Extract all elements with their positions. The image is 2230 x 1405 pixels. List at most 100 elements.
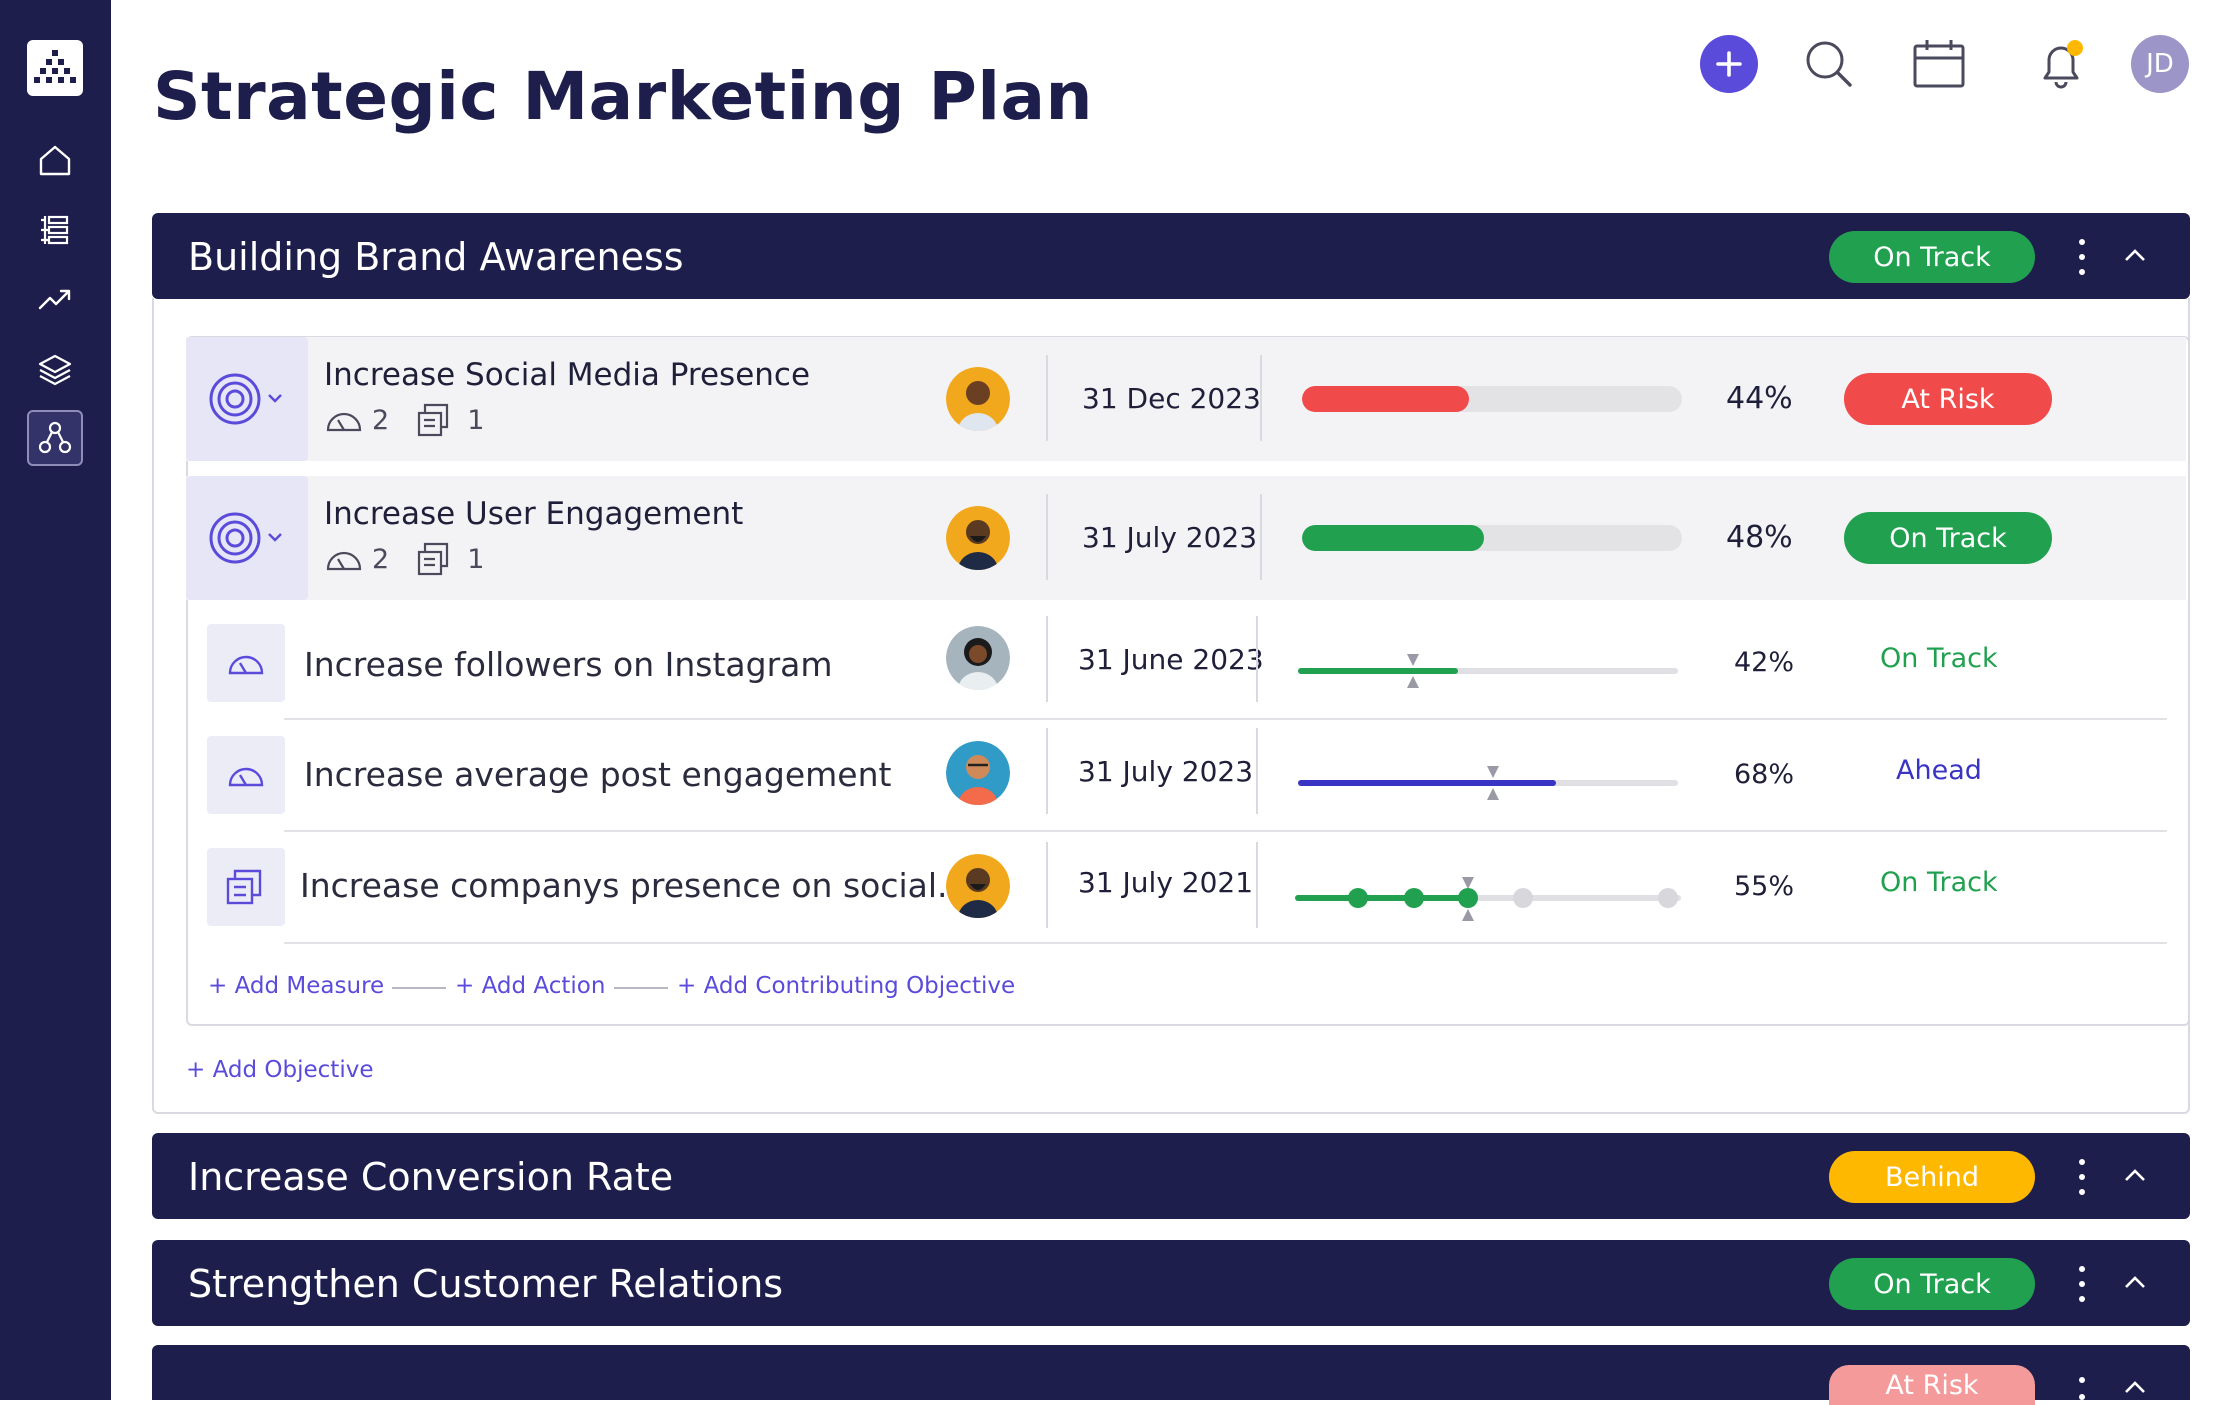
nav-list[interactable] (27, 202, 83, 258)
more-options-button[interactable] (2072, 1371, 2092, 1405)
divider (1256, 728, 1258, 814)
milestone-dot[interactable] (1658, 888, 1678, 908)
section-title: Strengthen Customer Relations (188, 1262, 784, 1306)
status-badge: On Track (1829, 231, 2035, 283)
status-label: On Track (1880, 643, 1998, 674)
hierarchy-icon (38, 421, 72, 454)
person-avatar-icon (946, 854, 1010, 918)
section-collapsed[interactable]: At Risk (152, 1345, 2190, 1405)
add-action-link[interactable]: + Add Action (455, 973, 606, 999)
avatar (946, 854, 1010, 918)
section-title: Increase Conversion Rate (188, 1155, 674, 1199)
avatar (946, 626, 1010, 690)
add-contributing-objective-link[interactable]: + Add Contributing Objective (677, 973, 1016, 999)
add-button[interactable] (1700, 35, 1758, 93)
milestone-dot[interactable] (1404, 888, 1424, 908)
chevron-up-icon[interactable] (2120, 241, 2150, 271)
add-measure-link[interactable]: + Add Measure (208, 973, 385, 999)
more-options-button[interactable] (2072, 1155, 2092, 1199)
progress-bar (1302, 386, 1682, 412)
divider (1046, 494, 1048, 580)
status-badge: On Track (1844, 512, 2052, 564)
user-avatar[interactable]: JD (2131, 35, 2189, 93)
target-icon (209, 373, 282, 425)
action-count: 1 (467, 543, 485, 575)
status-label: Ahead (1896, 755, 1982, 786)
notifications-button[interactable] (2032, 35, 2090, 93)
plus-icon (1716, 51, 1742, 77)
milestone-dot[interactable] (1513, 888, 1533, 908)
progress-percent: 55% (1734, 871, 1795, 902)
gauge-icon (326, 551, 362, 571)
section-strengthen-customer-relations[interactable]: Strengthen Customer Relations On Track (152, 1240, 2190, 1326)
status-badge: Behind (1829, 1151, 2035, 1203)
chevron-up-icon[interactable] (2120, 1161, 2150, 1191)
search-icon (1806, 41, 1852, 87)
nav-layers[interactable] (27, 342, 83, 398)
row-divider (284, 942, 2167, 944)
kebab-dot-icon (2079, 1188, 2085, 1195)
nav-analytics[interactable] (27, 272, 83, 328)
chevron-up-icon[interactable] (2120, 1373, 2150, 1403)
sub-item-icon-box (207, 848, 285, 926)
avatar (946, 367, 1010, 431)
divider (1046, 616, 1048, 702)
sub-item-title: Increase followers on Instagram (304, 645, 833, 684)
add-objective-link[interactable]: + Add Objective (186, 1057, 374, 1083)
section-title: Building Brand Awareness (188, 235, 684, 279)
action-count: 1 (467, 404, 485, 436)
sub-item-title: Increase average post engagement (304, 755, 892, 794)
list-tree-icon (41, 215, 69, 245)
avatar (946, 741, 1010, 805)
section-building-brand-awareness[interactable]: Building Brand Awareness On Track (152, 213, 2190, 299)
measure-count: 2 (372, 543, 390, 575)
kebab-dot-icon (2079, 253, 2085, 260)
objective-meta: 2 1 (324, 403, 484, 437)
bell-icon (2043, 40, 2083, 89)
objective-row[interactable]: Increase User Engagement 2 1 31 July 202… (186, 476, 2186, 600)
kebab-dot-icon (2079, 239, 2085, 246)
objective-toggle[interactable] (186, 337, 308, 461)
milestone-dot[interactable] (1458, 888, 1478, 908)
calendar-button[interactable] (1910, 35, 1968, 93)
more-options-button[interactable] (2072, 235, 2092, 279)
layers-icon (38, 354, 72, 386)
home-icon (39, 145, 71, 176)
divider (1046, 355, 1048, 441)
nav-strategy[interactable] (27, 410, 83, 466)
kebab-dot-icon (2079, 268, 2085, 275)
progress-fill (1302, 386, 1470, 412)
progress-bar (1302, 525, 1682, 551)
objective-title: Increase User Engagement (324, 496, 744, 532)
search-button[interactable] (1800, 35, 1858, 93)
nav-home[interactable] (27, 132, 83, 188)
status-badge: At Risk (1844, 373, 2052, 425)
divider (1256, 616, 1258, 702)
section-increase-conversion-rate[interactable]: Increase Conversion Rate Behind (152, 1133, 2190, 1219)
app-logo[interactable] (27, 40, 83, 96)
row-divider (284, 718, 2167, 720)
sidebar (0, 0, 111, 1400)
person-avatar-icon (946, 741, 1010, 805)
calendar-icon (1913, 40, 1965, 88)
more-options-button[interactable] (2072, 1262, 2092, 1306)
status-badge: On Track (1829, 1258, 2035, 1310)
target-marker-icon (1487, 766, 1499, 800)
due-date: 31 July 2021 (1078, 866, 1254, 899)
divider (1260, 494, 1262, 580)
objective-row[interactable]: Increase Social Media Presence 2 1 31 De… (186, 337, 2186, 461)
link-separator (392, 987, 446, 989)
kebab-dot-icon (2079, 1393, 2085, 1400)
objective-meta: 2 1 (324, 542, 484, 576)
progress-percent: 44% (1726, 381, 1793, 416)
person-avatar-icon (946, 626, 1010, 690)
chevron-up-icon[interactable] (2120, 1268, 2150, 1298)
divider (1046, 842, 1048, 928)
milestone-dot[interactable] (1348, 888, 1368, 908)
target-marker-icon (1407, 654, 1419, 688)
due-date: 31 June 2023 (1078, 643, 1264, 676)
sub-item-icon-box (207, 624, 285, 702)
due-date: 31 July 2023 (1078, 755, 1254, 788)
objective-toggle[interactable] (186, 476, 308, 600)
due-date: 31 July 2023 (1082, 521, 1258, 554)
